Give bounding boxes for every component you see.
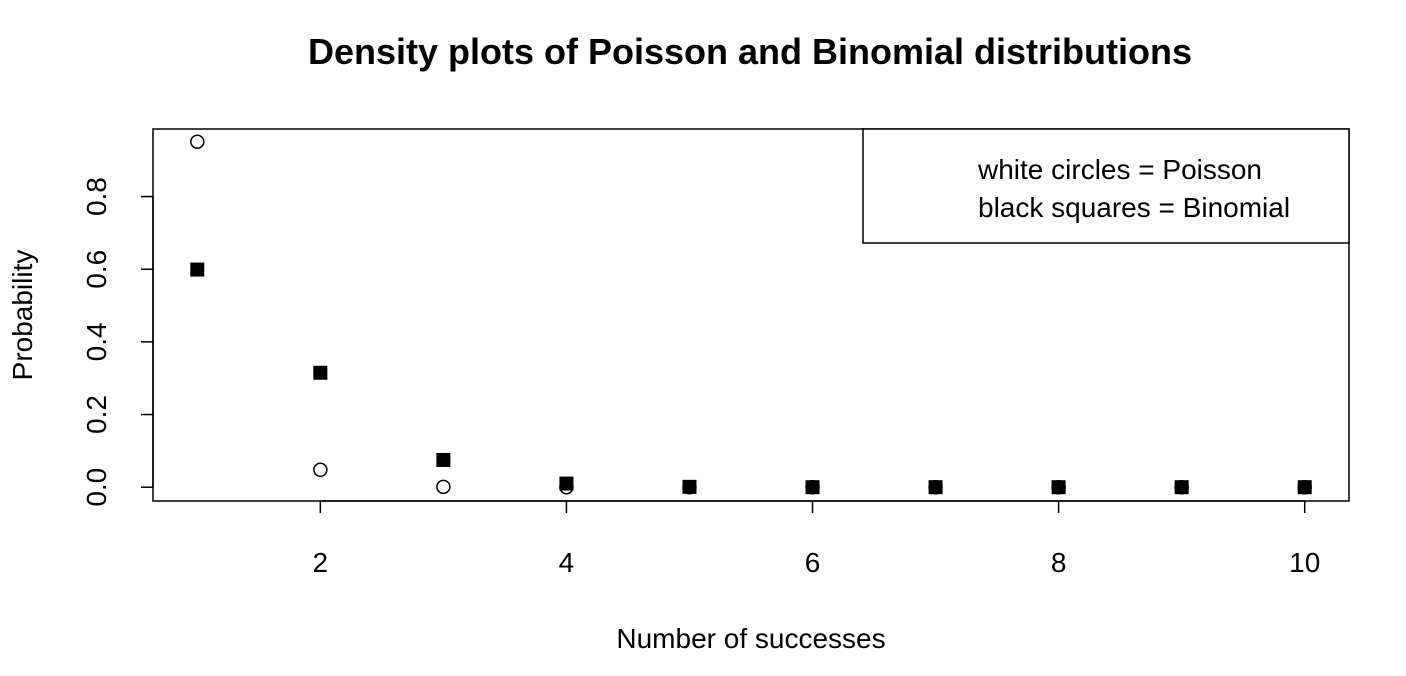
legend: white circles = Poisson black squares = … (862, 128, 1350, 244)
binomial-point (805, 480, 820, 495)
x-tick-label: 10 (1289, 547, 1320, 578)
y-tick-label: 0.2 (81, 395, 112, 434)
y-axis-label: Probability (7, 250, 38, 381)
y-tick-label: 0.4 (81, 322, 112, 361)
chart-title: Density plots of Poisson and Binomial di… (308, 31, 1192, 72)
binomial-point (1051, 480, 1066, 495)
binomial-point (313, 365, 328, 380)
binomial-point (559, 476, 574, 491)
binomial-point (190, 262, 205, 277)
poisson-point (190, 134, 205, 149)
poisson-point (313, 462, 328, 478)
legend-entry-binomial: black squares = Binomial (978, 192, 1290, 223)
poisson-point (436, 479, 451, 495)
data-points (190, 134, 1312, 495)
x-axis-label: Number of successes (616, 623, 885, 654)
binomial-point (928, 480, 943, 495)
x-tick-label: 8 (1051, 547, 1067, 578)
y-tick-label: 0.0 (81, 468, 112, 507)
binomial-point (1297, 480, 1312, 495)
x-tick-label: 2 (313, 547, 329, 578)
y-tick-label: 0.6 (81, 250, 112, 289)
legend-box (862, 128, 1350, 244)
x-axis: 2 4 6 8 10 (313, 500, 1320, 578)
y-axis: 0.0 0.2 0.4 0.6 0.8 (81, 177, 154, 507)
binomial-point (436, 452, 451, 467)
y-tick-label: 0.8 (81, 177, 112, 216)
x-tick-label: 4 (559, 547, 575, 578)
binomial-point (1174, 480, 1189, 495)
binomial-point (682, 479, 697, 494)
legend-entry-poisson: white circles = Poisson (977, 154, 1262, 185)
x-tick-label: 6 (805, 547, 821, 578)
